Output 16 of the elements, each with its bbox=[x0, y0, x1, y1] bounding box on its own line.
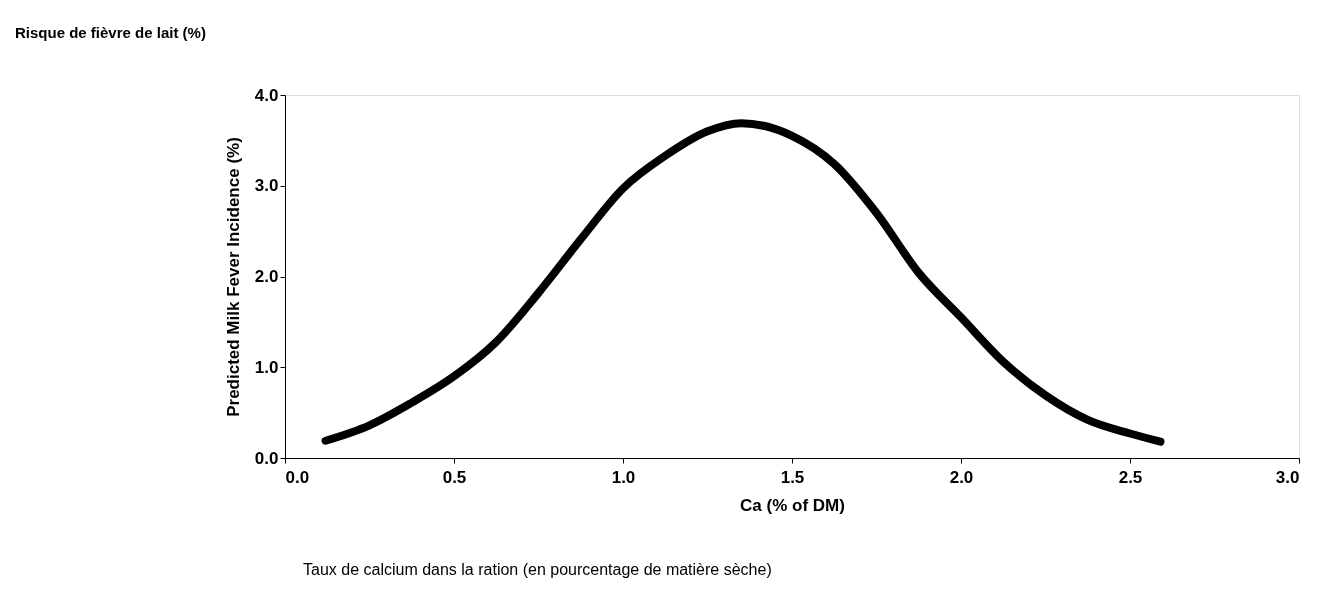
text: Risque de fièvre de lait (%) bbox=[15, 24, 206, 41]
y-axis-title: Predicted Milk Fever Incidence (%) bbox=[223, 137, 243, 417]
text: Taux de calcium dans la ration (en pourcentage de matière sèche) bbox=[303, 561, 772, 578]
y-tick-label: 0.0 bbox=[254, 448, 279, 468]
x-tick-label: 3.0 bbox=[1275, 467, 1300, 487]
x-tick-label: 0.0 bbox=[285, 467, 310, 487]
x-tick-label: 2.0 bbox=[949, 467, 974, 487]
y-tick-label: 3.0 bbox=[254, 176, 279, 196]
x-tick-label: 1.0 bbox=[611, 467, 636, 487]
x-tick-label: 0.5 bbox=[442, 467, 467, 487]
x-tick-label: 2.5 bbox=[1118, 467, 1143, 487]
y-tick-label: 1.0 bbox=[254, 357, 279, 377]
x-axis-title: Ca (% of DM) bbox=[740, 495, 845, 515]
y-tick-label: 2.0 bbox=[254, 267, 279, 286]
x-tick-label: 1.5 bbox=[780, 467, 805, 487]
y-tick-label: 4.0 bbox=[254, 85, 279, 105]
